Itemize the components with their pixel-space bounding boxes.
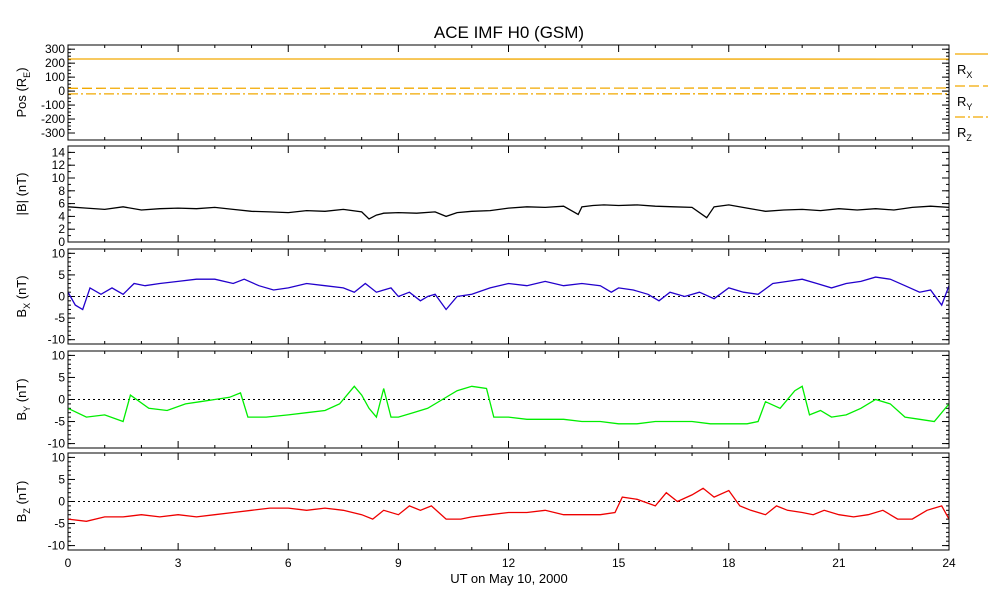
y-tick-label: 5 [58,370,65,384]
x-tick-label: 12 [502,556,516,570]
legend-label: RX [957,62,972,80]
y-tick-label: 0 [58,290,65,304]
y-tick-label: 10 [52,246,66,260]
y-tick-label: -10 [48,539,66,553]
panel-frame [67,44,950,141]
y-tick-label: 0 [58,84,65,98]
y-tick-label: 8 [58,184,65,198]
series-line-by-0 [68,385,949,425]
chart-title: ACE IMF H0 (GSM) [434,23,584,42]
x-tick-label: 21 [832,556,846,570]
x-axis-labels: 0 3 6 9 12 15 18 21 24 [65,556,956,570]
panel-frame [67,145,950,243]
y-axis-label-by: BY (nT) [14,378,32,420]
y-tick-label: 10 [52,348,66,362]
y-tick-label: 200 [45,56,65,70]
x-tick-label: 0 [65,556,72,570]
y-tick-label: 5 [58,268,65,282]
legend-label: RY [957,94,972,112]
y-axis-label-bz: BZ (nT) [14,481,32,523]
y-tick-label: -5 [54,517,65,531]
panel-bx: 10 5 0 -5 -10 BX (nT) [14,246,950,347]
y-tick-label: 10 [52,171,66,185]
y-tick-label: 0 [58,393,65,407]
y-tick-label: 12 [52,158,66,172]
y-tick-label: -100 [41,98,65,112]
y-axis-label-bx: BX (nT) [14,275,32,317]
y-tick-label: -5 [54,415,65,429]
series-line-bx-0 [68,276,949,311]
y-tick-label: -10 [48,437,66,451]
y-tick-label: 2 [58,222,65,236]
y-tick-label: 5 [58,472,65,486]
series-line-bmag-0 [68,204,949,220]
position-legend: RX RY RZ [955,53,988,143]
y-axis-label-bmag: |B| (nT) [14,173,29,216]
panel-frame [67,350,950,449]
y-tick-label: 6 [58,197,65,211]
y-tick-label: -300 [41,126,65,140]
y-tick-label: 10 [52,450,66,464]
panel-frame [67,452,950,551]
x-tick-label: 6 [285,556,292,570]
y-tick-label: 0 [58,235,65,249]
y-tick-label: -10 [48,333,66,347]
y-tick-label: 14 [52,145,66,159]
y-axis-label-pos: Pos (RE) [14,67,32,117]
x-tick-label: 15 [612,556,626,570]
x-tick-label: 24 [942,556,956,570]
x-tick-label: 18 [722,556,736,570]
y-tick-label: 4 [58,209,65,223]
series-line-bz-0 [68,487,949,522]
panel-bz: 10 5 0 -5 -10 BZ (nT) [14,450,950,553]
y-tick-label: 0 [58,495,65,509]
y-tick-label: 300 [45,42,65,56]
x-tick-label: 3 [175,556,182,570]
y-tick-label: 100 [45,70,65,84]
panel-by: 10 5 0 -5 -10 BY (nT) [14,348,950,451]
x-tick-label: 9 [395,556,402,570]
panel-frame [67,248,950,345]
x-axis-title: UT on May 10, 2000 [450,571,568,586]
legend-label: RZ [957,125,972,143]
y-tick-label: -5 [54,311,65,325]
y-tick-label: -200 [41,112,65,126]
